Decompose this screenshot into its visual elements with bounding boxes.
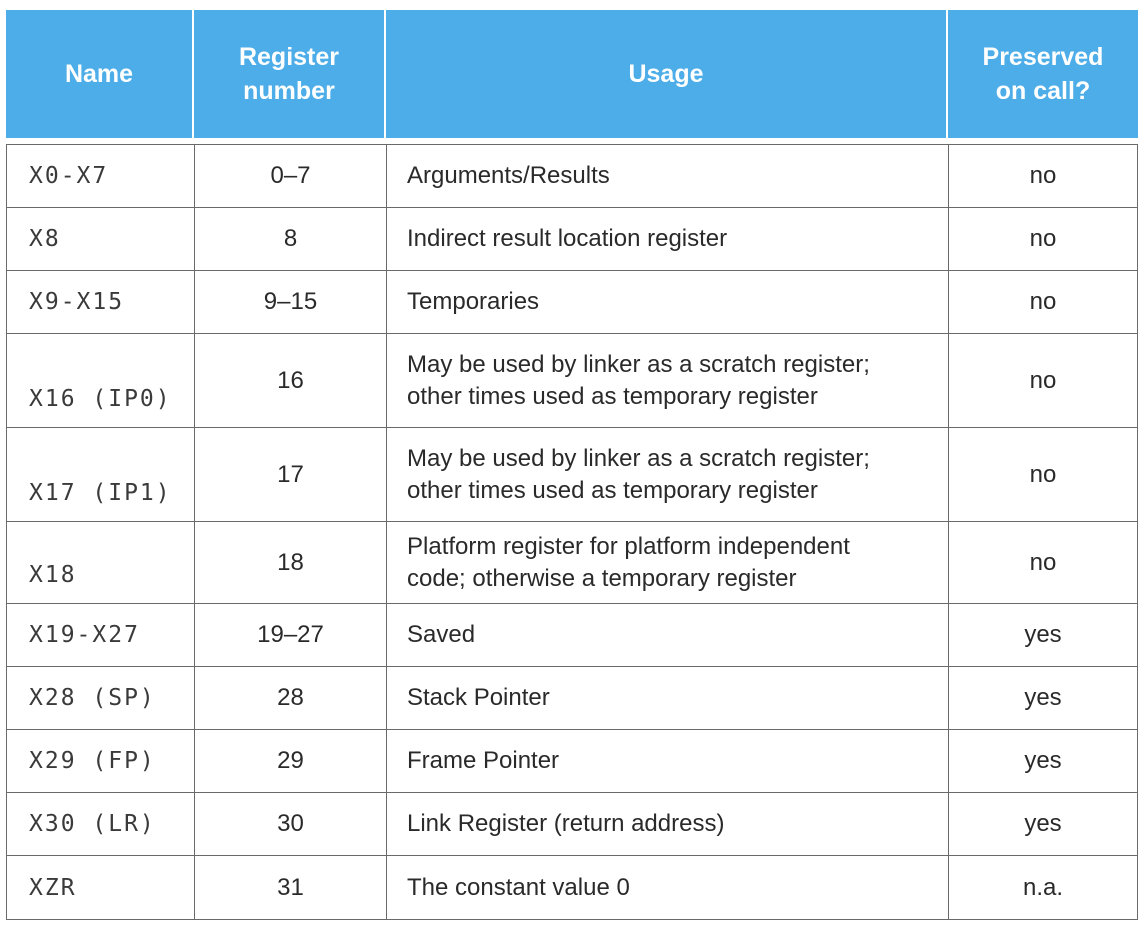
cell-number: 18 <box>195 522 387 603</box>
table-row: X19-X27 19–27 Saved yes <box>7 604 1137 667</box>
header-name: Name <box>6 10 192 138</box>
table-row: X0-X7 0–7 Arguments/Results no <box>7 145 1137 208</box>
table-header: Name Register number Usage Preserved on … <box>6 10 1138 138</box>
cell-preserved: no <box>1029 548 1057 576</box>
header-usage: Usage <box>386 10 946 138</box>
cell-name: X17 (IP1) <box>7 428 195 521</box>
cell-number: 31 <box>195 856 387 919</box>
cell-usage: Saved <box>387 604 949 666</box>
cell-name: X18 <box>7 522 195 603</box>
cell-number: 9–15 <box>195 271 387 333</box>
cell-number: 17 <box>195 428 387 521</box>
cell-preserved: yes <box>1024 621 1062 648</box>
cell-number: 16 <box>195 334 387 427</box>
table-row: XZR 31 The constant value 0 n.a. <box>7 856 1137 919</box>
cell-usage: Platform register for platform independe… <box>387 522 949 603</box>
header-preserved: Preserved on call? <box>948 10 1138 138</box>
cell-name: XZR <box>7 856 195 919</box>
cell-usage: May be used by linker as a scratch regis… <box>387 334 949 427</box>
cell-name: X8 <box>7 208 195 270</box>
cell-usage: Frame Pointer <box>387 730 949 792</box>
cell-name: X28 (SP) <box>7 667 195 729</box>
cell-number: 30 <box>195 793 387 855</box>
table-row: X28 (SP) 28 Stack Pointer yes <box>7 667 1137 730</box>
cell-number: 28 <box>195 667 387 729</box>
cell-usage: Indirect result location register <box>387 208 949 270</box>
cell-preserved: no <box>1029 366 1057 394</box>
cell-name: X30 (LR) <box>7 793 195 855</box>
table-row: X18 18 Platform register for platform in… <box>7 522 1137 604</box>
cell-name: X29 (FP) <box>7 730 195 792</box>
cell-usage: May be used by linker as a scratch regis… <box>387 428 949 521</box>
cell-preserved: yes <box>1024 684 1062 711</box>
cell-preserved: n.a. <box>1022 873 1064 901</box>
cell-number: 8 <box>195 208 387 270</box>
cell-name: X19-X27 <box>7 604 195 666</box>
cell-preserved: yes <box>1024 747 1062 774</box>
cell-usage: Temporaries <box>387 271 949 333</box>
table-row: X16 (IP0) 16 May be used by linker as a … <box>7 334 1137 428</box>
cell-preserved: no <box>1029 225 1057 252</box>
cell-name: X16 (IP0) <box>7 334 195 427</box>
table-row: X9-X15 9–15 Temporaries no <box>7 271 1137 334</box>
table-row: X17 (IP1) 17 May be used by linker as a … <box>7 428 1137 522</box>
cell-usage: Stack Pointer <box>387 667 949 729</box>
cell-usage: Link Register (return address) <box>387 793 949 855</box>
register-table: Name Register number Usage Preserved on … <box>6 10 1138 920</box>
cell-number: 0–7 <box>195 145 387 207</box>
cell-preserved: no <box>1029 162 1057 189</box>
cell-name: X0-X7 <box>7 145 195 207</box>
table-body: X0-X7 0–7 Arguments/Results no X8 8 Indi… <box>6 144 1138 920</box>
cell-number: 29 <box>195 730 387 792</box>
cell-name: X9-X15 <box>7 271 195 333</box>
cell-preserved: no <box>1029 288 1057 315</box>
table-row: X29 (FP) 29 Frame Pointer yes <box>7 730 1137 793</box>
cell-usage: The constant value 0 <box>387 856 949 919</box>
table-row: X8 8 Indirect result location register n… <box>7 208 1137 271</box>
cell-usage: Arguments/Results <box>387 145 949 207</box>
cell-preserved: yes <box>1024 810 1062 837</box>
table-row: X30 (LR) 30 Link Register (return addres… <box>7 793 1137 856</box>
cell-number: 19–27 <box>195 604 387 666</box>
header-register-number: Register number <box>194 10 384 138</box>
cell-preserved: no <box>1029 460 1057 488</box>
